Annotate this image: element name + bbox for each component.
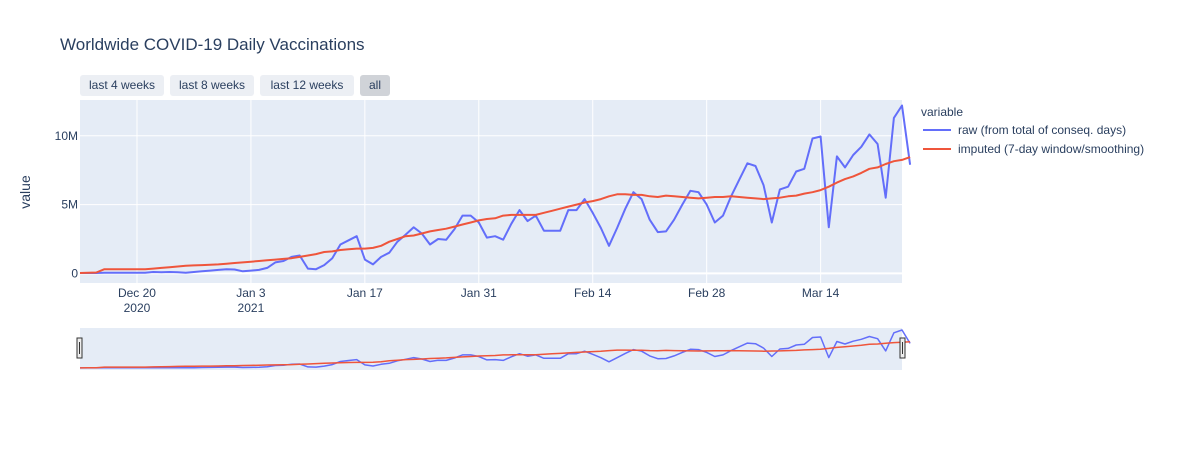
- legend-item[interactable]: raw (from total of conseq. days): [923, 123, 1126, 137]
- range-slider-left-handle[interactable]: [76, 337, 83, 359]
- y-gridlines: [80, 135, 902, 275]
- slider-line-raw: [80, 329, 911, 369]
- range-button-bg: [80, 75, 164, 96]
- range-slider-lines: [79, 329, 911, 369]
- series-line-imputed: [79, 156, 911, 274]
- legend-label: imputed (7-day window/smoothing): [958, 142, 1144, 156]
- x-tick-label: Jan 3: [236, 286, 266, 300]
- legend-title: variable: [921, 105, 963, 119]
- range-button-bg: [260, 75, 354, 96]
- legend-label: raw (from total of conseq. days): [958, 123, 1126, 137]
- y-tick-label: 10M: [55, 129, 78, 143]
- x-tick-label: Dec 20: [118, 286, 156, 300]
- x-tick-year: 2021: [238, 301, 265, 315]
- legend: raw (from total of conseq. days) imputed …: [923, 123, 1144, 156]
- y-axis-title: value: [17, 175, 33, 209]
- y-axis: 0 5M 10M: [55, 129, 79, 281]
- range-button[interactable]: last 12 weeks: [260, 75, 354, 96]
- chart-title: Worldwide COVID-19 Daily Vaccinations: [60, 35, 365, 54]
- range-button-label: last 4 weeks: [89, 78, 155, 92]
- x-gridlines: [136, 100, 822, 283]
- series-lines: [79, 104, 912, 274]
- series-line-raw: [80, 104, 912, 274]
- range-button-bg: [360, 75, 390, 96]
- x-tick-year: 2020: [124, 301, 151, 315]
- x-tick-label: Feb 14: [574, 286, 612, 300]
- range-button[interactable]: all: [360, 75, 390, 96]
- range-slider[interactable]: [80, 328, 902, 370]
- slider-line-imputed: [79, 340, 911, 369]
- range-selector: last 4 weeks last 8 weeks last 12 weeks all: [80, 75, 390, 96]
- y-tick-label: 0: [71, 266, 78, 280]
- x-tick-label: Jan 31: [461, 286, 497, 300]
- range-button[interactable]: last 4 weeks: [80, 75, 164, 96]
- range-slider-right-handle[interactable]: [899, 337, 906, 359]
- x-tick-label: Jan 17: [347, 286, 383, 300]
- range-button-label: last 8 weeks: [179, 78, 245, 92]
- range-button[interactable]: last 8 weeks: [170, 75, 254, 96]
- x-tick-label: Feb 28: [688, 286, 726, 300]
- legend-item[interactable]: imputed (7-day window/smoothing): [923, 142, 1144, 156]
- range-button-label: all: [369, 78, 381, 92]
- range-button-label: last 12 weeks: [271, 78, 344, 92]
- x-tick-label: Mar 14: [802, 286, 840, 300]
- range-button-bg: [170, 75, 254, 96]
- y-tick-label: 5M: [61, 198, 78, 212]
